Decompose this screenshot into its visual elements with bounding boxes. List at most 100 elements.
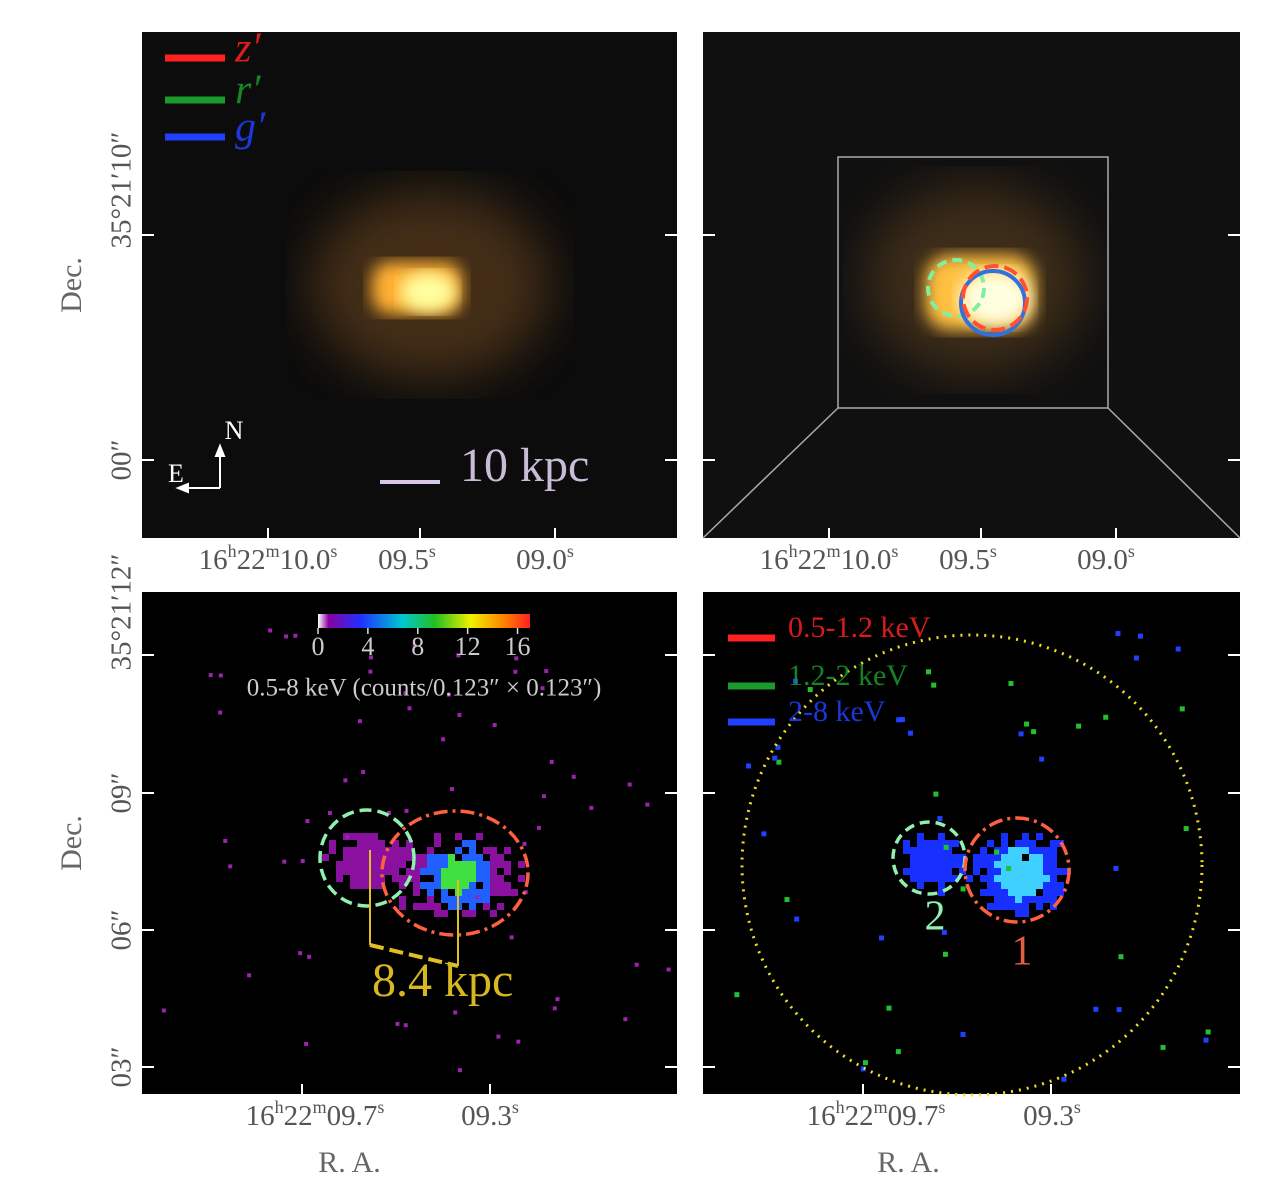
pixel [407,706,412,711]
x-tick-label: 09.0s [516,541,574,576]
scale-bar-label: 10 kpc [460,439,589,492]
pixel [1001,903,1008,910]
pixel [1043,861,1050,868]
pixel [469,868,476,875]
pixel [497,854,504,861]
pixel [399,854,406,861]
pixel [945,847,952,854]
pixel [457,1068,462,1073]
tick-label-part: m [874,1097,888,1117]
pixel [1043,854,1050,861]
pixel [504,861,511,868]
pixel [945,875,952,882]
pixel [1179,706,1185,712]
pixel [1001,868,1008,875]
pixel [540,686,545,691]
pixel [1015,875,1022,882]
tick-label-part: m [827,541,841,561]
pixel [448,854,455,861]
pixel [627,782,632,787]
pixel [775,744,781,750]
colorbar-tick-label: 0 [312,632,325,661]
pixel [434,868,441,875]
pixel [441,737,446,742]
pixel [924,854,931,861]
pixel [1113,865,1119,871]
pixel [1015,861,1022,868]
scale-bar-label: 8.4 kpc [372,954,513,1007]
pixel [1008,896,1015,903]
tick-label-part: s [1074,1097,1081,1117]
pixel [455,847,462,854]
pixel [427,896,434,903]
pixel [469,854,476,861]
pixel [462,840,469,847]
pixel [441,910,448,917]
y-tick-label: 03″ [106,1046,138,1087]
pixel [1022,847,1029,854]
pixel [1029,875,1036,882]
pixel [434,882,441,889]
pixel [378,847,385,854]
pixel [357,868,364,875]
pixel [364,882,371,889]
pixel [392,847,399,854]
pixel [1008,861,1015,868]
pixel [1015,889,1022,896]
pixel [413,861,420,868]
pixel [476,861,483,868]
pixel [1103,714,1109,720]
pixel [623,1017,628,1022]
pixel [952,854,959,861]
pixel [469,882,476,889]
pixel [441,854,448,861]
pixel [1043,847,1050,854]
pixel [343,847,350,854]
pixel [497,861,504,868]
tick-label-part: 22 [237,544,266,576]
tick-label-part: s [891,541,898,561]
pixel [910,875,917,882]
pixel [403,1023,408,1028]
colorbar-label: 0.5-8 keV (counts/0.123″ × 0.123″) [247,675,602,702]
pixel [987,868,994,875]
pixel [406,840,413,847]
pixel [945,854,952,861]
pixel [924,861,931,868]
pixel [1050,868,1057,875]
tick-label-part: 09.5 [378,544,429,576]
pixel [378,868,385,875]
pixel [476,868,483,875]
pixel [973,861,980,868]
pixel [364,854,371,861]
pixel [329,847,336,854]
x-axis-label: R. A. [877,1146,940,1179]
pixel [1015,847,1022,854]
pixel [1029,847,1036,854]
tick-label-part: 22 [798,544,827,576]
pixel [938,861,945,868]
pixel [1043,875,1050,882]
pixel [392,854,399,861]
pixel [1036,847,1043,854]
pixel [945,861,952,868]
pixel [938,833,945,840]
pixel [403,691,408,696]
pixel [161,1008,166,1013]
pixel [666,967,671,972]
extraction-circle [740,633,1204,1097]
x-axis-label: R. A. [318,1146,381,1179]
tick-label-part: 09.3 [461,1100,512,1132]
tick-label-part: 09.7 [327,1100,378,1132]
x-tick-label: 16h22m10.0s [760,541,899,576]
pixel [469,875,476,882]
pixel [924,875,931,882]
pixel [1160,1044,1166,1050]
pixel [924,840,931,847]
tick-label-part: m [313,1097,327,1117]
pixel [490,882,497,889]
pixel [924,847,931,854]
pixel [284,634,289,639]
pixel [392,861,399,868]
pixel [371,847,378,854]
